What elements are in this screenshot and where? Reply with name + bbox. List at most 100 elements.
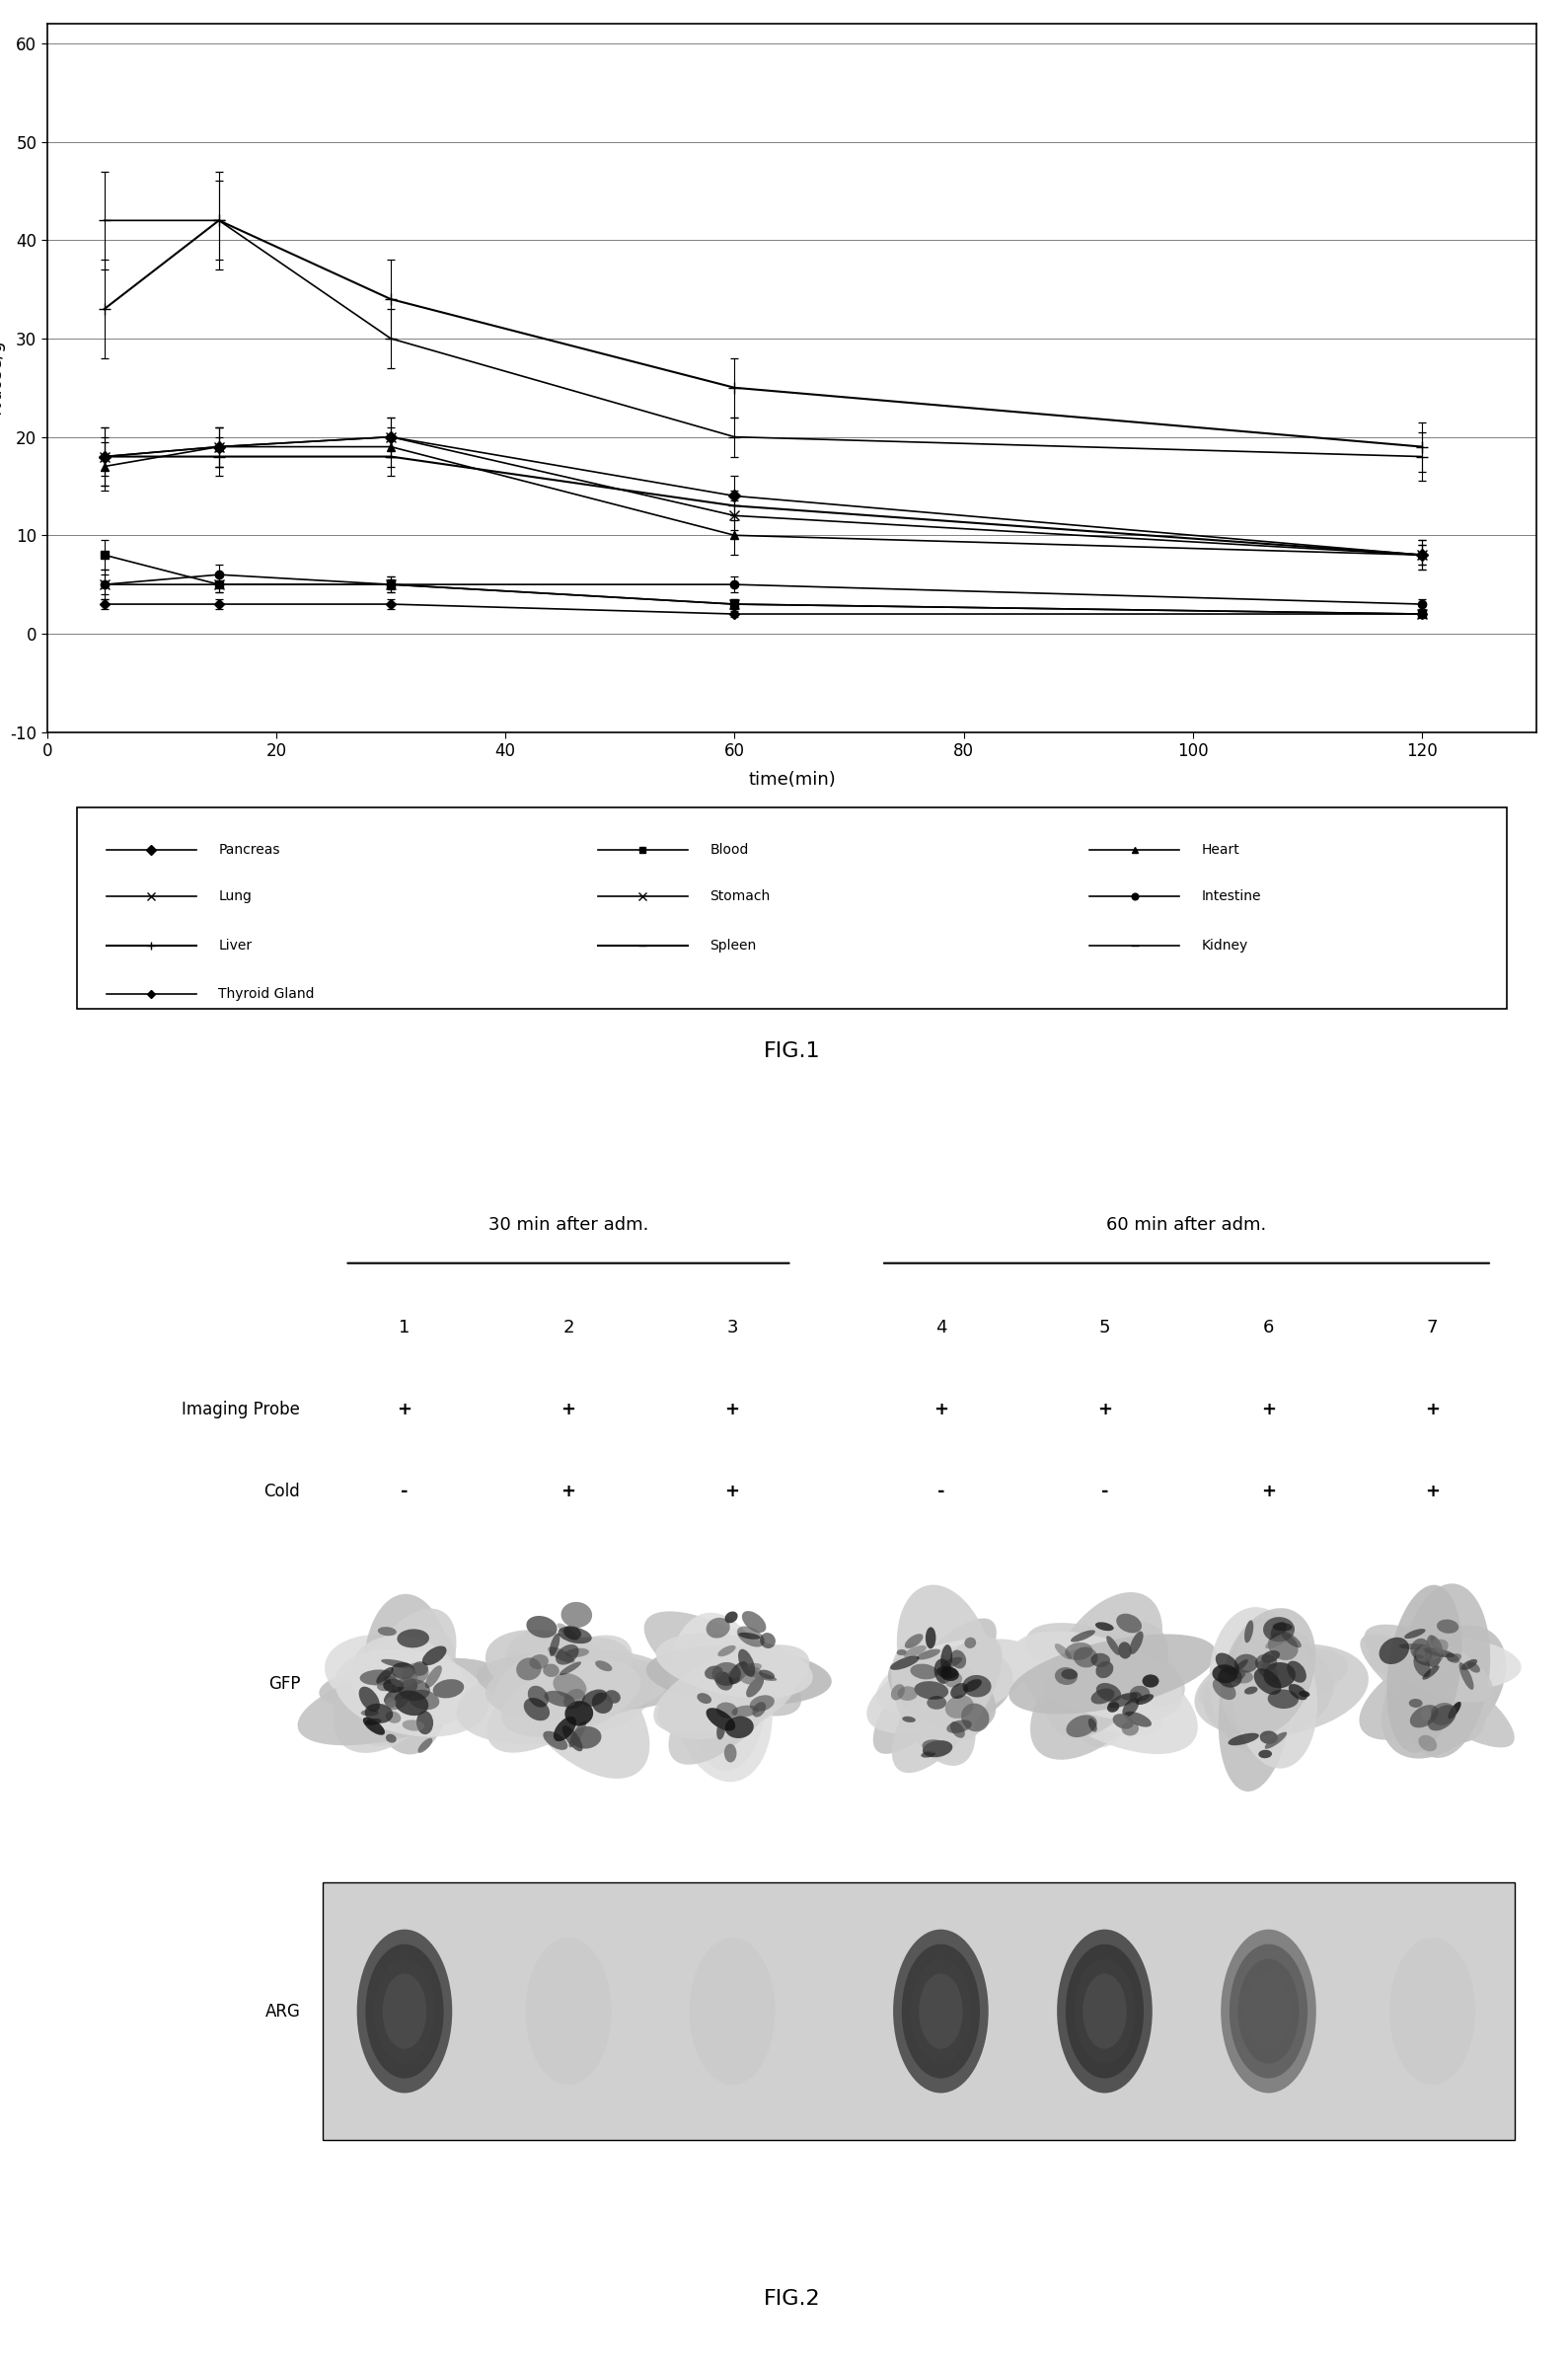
Ellipse shape bbox=[1408, 1698, 1422, 1707]
Text: 1: 1 bbox=[398, 1319, 411, 1336]
Ellipse shape bbox=[361, 1710, 379, 1717]
Text: Imaging Probe: Imaging Probe bbox=[182, 1399, 301, 1418]
Ellipse shape bbox=[1107, 1703, 1120, 1712]
Ellipse shape bbox=[1096, 1622, 1113, 1632]
Ellipse shape bbox=[1221, 1608, 1316, 1736]
Ellipse shape bbox=[381, 1660, 414, 1669]
Ellipse shape bbox=[386, 1691, 409, 1710]
Ellipse shape bbox=[375, 1958, 434, 2063]
Ellipse shape bbox=[1218, 1667, 1242, 1688]
Ellipse shape bbox=[591, 1693, 613, 1714]
Text: 2: 2 bbox=[563, 1319, 574, 1336]
Ellipse shape bbox=[401, 1719, 425, 1731]
Ellipse shape bbox=[1011, 1632, 1182, 1722]
Ellipse shape bbox=[724, 1717, 754, 1738]
Text: +: + bbox=[724, 1399, 740, 1418]
Ellipse shape bbox=[1228, 1733, 1259, 1745]
Ellipse shape bbox=[1289, 1684, 1308, 1700]
Ellipse shape bbox=[712, 1662, 742, 1686]
Ellipse shape bbox=[963, 1679, 982, 1693]
Text: Cold: Cold bbox=[263, 1482, 301, 1499]
Ellipse shape bbox=[946, 1672, 963, 1688]
Ellipse shape bbox=[1091, 1688, 1115, 1705]
Ellipse shape bbox=[715, 1672, 732, 1691]
Ellipse shape bbox=[392, 1662, 416, 1679]
Ellipse shape bbox=[1116, 1613, 1142, 1634]
Ellipse shape bbox=[1419, 1736, 1436, 1752]
Ellipse shape bbox=[743, 1669, 776, 1681]
Text: +: + bbox=[561, 1399, 575, 1418]
Ellipse shape bbox=[1065, 1643, 1093, 1660]
Ellipse shape bbox=[902, 1717, 916, 1722]
Ellipse shape bbox=[433, 1679, 464, 1698]
Ellipse shape bbox=[1359, 1641, 1502, 1740]
Ellipse shape bbox=[417, 1710, 433, 1733]
Ellipse shape bbox=[386, 1712, 401, 1724]
Ellipse shape bbox=[486, 1629, 627, 1714]
Ellipse shape bbox=[739, 1648, 756, 1677]
Text: Pancreas: Pancreas bbox=[218, 843, 281, 857]
Text: +: + bbox=[724, 1482, 740, 1499]
Ellipse shape bbox=[892, 1636, 1002, 1774]
Text: 6: 6 bbox=[1262, 1319, 1275, 1336]
Ellipse shape bbox=[867, 1639, 1033, 1733]
Ellipse shape bbox=[1008, 1634, 1217, 1714]
Ellipse shape bbox=[1096, 1684, 1121, 1703]
Ellipse shape bbox=[488, 1636, 632, 1752]
Ellipse shape bbox=[1025, 1622, 1185, 1707]
Ellipse shape bbox=[1135, 1693, 1154, 1705]
Ellipse shape bbox=[917, 1648, 941, 1660]
Ellipse shape bbox=[1381, 1624, 1507, 1759]
Ellipse shape bbox=[351, 1636, 466, 1729]
Ellipse shape bbox=[698, 1693, 712, 1703]
Ellipse shape bbox=[742, 1610, 767, 1632]
Ellipse shape bbox=[376, 1667, 394, 1684]
Text: ARG: ARG bbox=[265, 2003, 301, 2020]
Ellipse shape bbox=[422, 1646, 447, 1665]
Ellipse shape bbox=[384, 1677, 398, 1684]
Ellipse shape bbox=[1436, 1620, 1458, 1634]
Text: +: + bbox=[1425, 1482, 1439, 1499]
Ellipse shape bbox=[456, 1658, 654, 1745]
Ellipse shape bbox=[1405, 1629, 1425, 1639]
Ellipse shape bbox=[1413, 1643, 1443, 1667]
Ellipse shape bbox=[500, 1660, 640, 1738]
Text: +: + bbox=[561, 1482, 575, 1499]
Ellipse shape bbox=[1461, 1660, 1477, 1669]
Ellipse shape bbox=[1359, 1634, 1515, 1748]
Ellipse shape bbox=[1245, 1620, 1253, 1643]
Ellipse shape bbox=[897, 1650, 906, 1655]
Ellipse shape bbox=[561, 1601, 593, 1627]
Ellipse shape bbox=[1071, 1629, 1094, 1641]
Ellipse shape bbox=[1088, 1719, 1098, 1731]
Ellipse shape bbox=[1055, 1667, 1077, 1686]
Ellipse shape bbox=[383, 1679, 405, 1693]
Ellipse shape bbox=[729, 1662, 748, 1684]
Ellipse shape bbox=[644, 1610, 801, 1717]
Ellipse shape bbox=[873, 1617, 997, 1755]
Ellipse shape bbox=[1247, 1973, 1290, 2048]
Ellipse shape bbox=[1427, 1653, 1441, 1667]
Ellipse shape bbox=[563, 1688, 585, 1710]
Ellipse shape bbox=[1421, 1705, 1432, 1722]
Ellipse shape bbox=[1109, 1693, 1137, 1707]
Ellipse shape bbox=[383, 1973, 426, 2048]
Ellipse shape bbox=[544, 1691, 575, 1707]
Ellipse shape bbox=[706, 1707, 735, 1731]
Ellipse shape bbox=[950, 1722, 964, 1738]
Text: 7: 7 bbox=[1427, 1319, 1438, 1336]
Ellipse shape bbox=[1259, 1731, 1278, 1745]
Text: +: + bbox=[397, 1399, 412, 1418]
Text: -: - bbox=[938, 1482, 944, 1499]
Ellipse shape bbox=[543, 1731, 568, 1750]
Ellipse shape bbox=[1427, 1634, 1435, 1646]
Ellipse shape bbox=[376, 1681, 395, 1691]
Ellipse shape bbox=[1399, 1643, 1432, 1650]
Ellipse shape bbox=[1269, 1634, 1298, 1660]
Ellipse shape bbox=[524, 1698, 550, 1722]
Ellipse shape bbox=[1367, 1636, 1521, 1691]
Text: -: - bbox=[1101, 1482, 1109, 1499]
Text: Intestine: Intestine bbox=[1201, 890, 1261, 902]
Ellipse shape bbox=[950, 1684, 967, 1698]
Ellipse shape bbox=[557, 1622, 579, 1641]
